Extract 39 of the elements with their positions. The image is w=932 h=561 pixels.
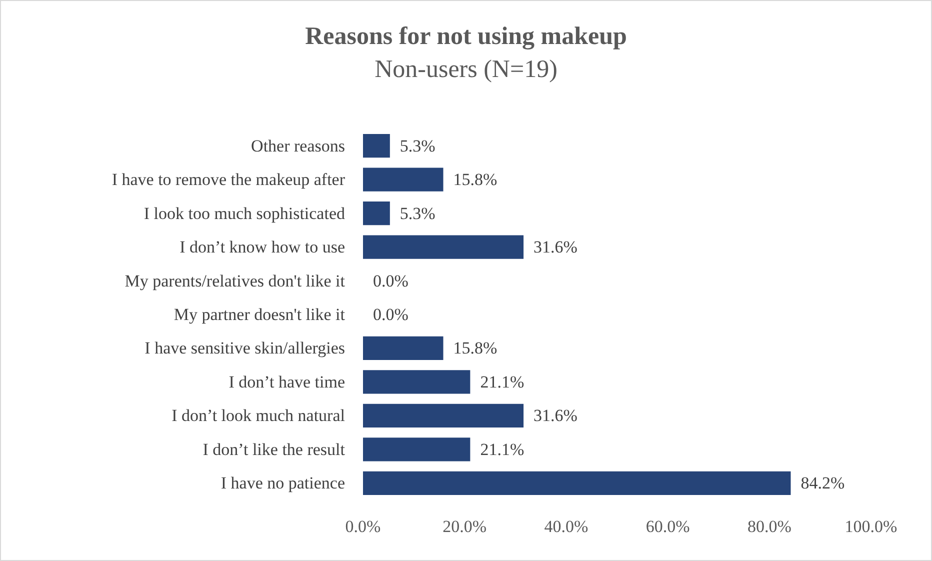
bar	[363, 370, 470, 394]
data-label: 5.3%	[400, 204, 436, 223]
x-tick-label: 0.0%	[345, 517, 381, 536]
data-label: 31.6%	[534, 238, 578, 257]
y-tick-label: I don’t have time	[228, 372, 345, 392]
y-tick-label: I have sensitive skin/allergies	[144, 338, 345, 358]
y-tick-label: I have to remove the makeup after	[112, 170, 346, 190]
chart-subtitle: Non-users (N=19)	[374, 56, 558, 83]
y-tick-label: My partner doesn't like it	[174, 305, 346, 324]
data-label: 15.8%	[453, 338, 498, 358]
y-tick-label: I don’t like the result	[202, 440, 346, 459]
bar	[363, 202, 390, 226]
data-label: 0.0%	[373, 271, 408, 290]
x-tick-label: 80.0%	[747, 517, 792, 536]
y-tick-label: I don’t know how to use	[180, 238, 345, 257]
y-tick-label: I don’t look much natural	[172, 406, 346, 426]
data-label: 31.6%	[534, 406, 578, 426]
data-label: 0.0%	[373, 305, 408, 324]
bar	[363, 168, 444, 192]
data-label: 5.3%	[400, 136, 436, 156]
data-label: 84.2%	[800, 474, 845, 493]
x-tick-label: 100.0%	[844, 517, 898, 536]
data-label: 21.1%	[480, 372, 524, 392]
y-tick-label: I look too much sophisticated	[144, 204, 346, 223]
bar	[363, 134, 390, 158]
bar	[363, 404, 524, 428]
x-tick-label: 20.0%	[442, 517, 487, 536]
y-tick-label: Other reasons	[251, 136, 345, 156]
chart-title: Reasons for not using makeup	[305, 23, 627, 50]
bar	[363, 235, 524, 259]
bar	[363, 336, 444, 360]
y-tick-label: My parents/relatives don't like it	[124, 271, 346, 290]
data-label: 15.8%	[453, 170, 498, 190]
bar	[363, 471, 791, 495]
y-tick-label: I have no patience	[220, 474, 345, 493]
data-label: 21.1%	[480, 440, 524, 459]
bar	[363, 438, 470, 462]
x-tick-label: 60.0%	[646, 517, 690, 536]
x-tick-label: 40.0%	[544, 517, 588, 536]
